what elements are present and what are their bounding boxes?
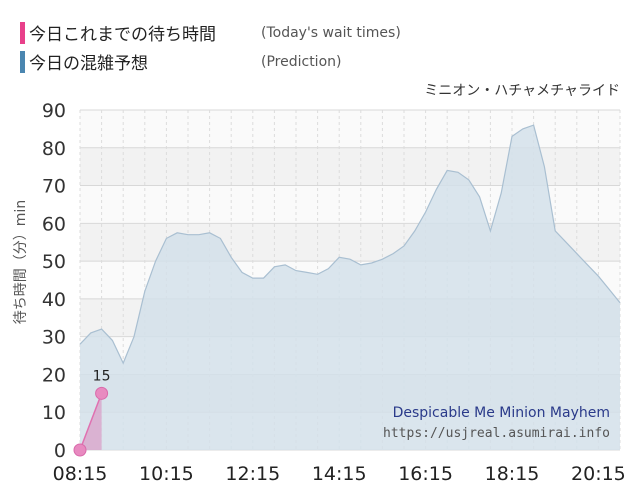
ride-name-ja: ミニオン・ハチャメチャライド	[424, 83, 620, 99]
x-tick-label: 08:15	[53, 463, 108, 485]
y-tick-label: 40	[42, 289, 66, 311]
legend-swatch-prediction	[20, 50, 25, 73]
y-tick-label: 20	[42, 364, 66, 386]
y-tick-label: 0	[54, 440, 66, 462]
y-tick-label: 10	[42, 402, 66, 424]
y-tick-label: 30	[42, 327, 66, 349]
legend-item-prediction: 今日の混雑予想 (Prediction)	[20, 49, 341, 74]
x-tick-label: 14:15	[312, 463, 367, 485]
legend-label-prediction: 今日の混雑予想	[29, 54, 148, 74]
today-data-label: 15	[93, 368, 111, 384]
today-line	[79, 393, 103, 451]
today-point	[73, 443, 87, 457]
y-tick-label: 60	[42, 213, 66, 235]
y-tick-label: 90	[42, 100, 66, 122]
legend-item-today: 今日これまでの待ち時間 (Today's wait times)	[20, 20, 401, 45]
prediction-area	[80, 125, 620, 450]
legend-swatch-today	[20, 21, 25, 44]
x-tick-label: 20:15	[571, 463, 626, 485]
plot-band	[80, 110, 620, 148]
x-tick-label: 12:15	[225, 463, 280, 485]
source-url: https://usjreal.asumirai.info	[383, 426, 610, 441]
y-tick-label: 70	[42, 176, 66, 198]
x-tick-label: 10:15	[139, 463, 194, 485]
legend-label-today: 今日これまでの待ち時間	[29, 25, 216, 45]
x-tick-label: 16:15	[398, 463, 453, 485]
y-tick-label: 50	[42, 251, 66, 273]
today-point	[95, 386, 109, 400]
ride-name-en: Despicable Me Minion Mayhem	[393, 405, 610, 421]
legend-sub-today: (Today's wait times)	[261, 24, 401, 41]
legend-sub-prediction: (Prediction)	[261, 53, 342, 70]
prediction-line	[79, 124, 621, 365]
y-tick-label: 80	[42, 138, 66, 160]
x-tick-label: 18:15	[485, 463, 540, 485]
